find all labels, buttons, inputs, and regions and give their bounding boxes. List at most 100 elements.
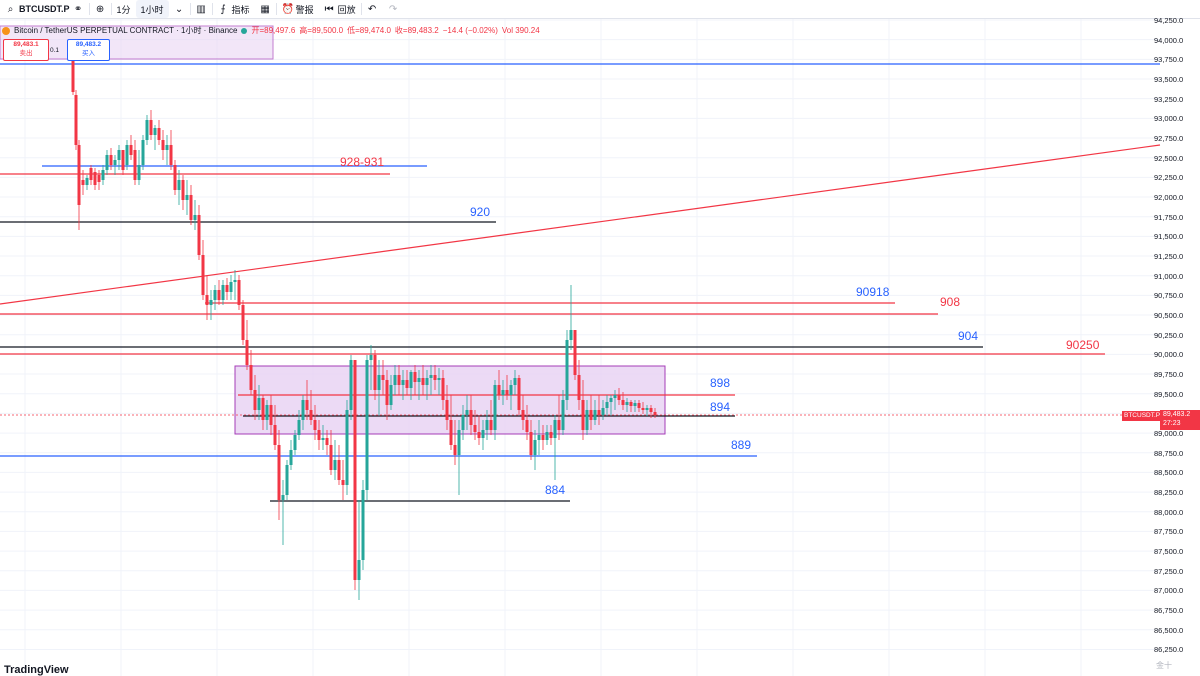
alert-label: 警报	[295, 4, 314, 15]
price-axis-label: 86,500.0	[1154, 625, 1184, 635]
candle-body	[589, 410, 593, 420]
candle-body	[533, 440, 537, 455]
divider	[189, 3, 191, 15]
candle-body	[81, 180, 85, 185]
candle-body	[117, 150, 121, 160]
symbol-search[interactable]: ⌕ BTCUSDT.P ⚭	[0, 0, 89, 18]
candle-body	[441, 378, 445, 400]
legend-open: 开=89,497.6	[251, 26, 296, 35]
candle-body	[341, 480, 345, 485]
candle-body	[365, 360, 369, 490]
indicators-button[interactable]: ⨍ 指标	[213, 0, 255, 18]
price-axis-label: 86,750.0	[1154, 606, 1184, 616]
sell-button[interactable]: 89,483.1 卖出	[3, 39, 49, 61]
price-axis-label: 92,250.0	[1154, 173, 1184, 183]
price-axis-label: 94,000.0	[1154, 35, 1184, 45]
candle-body	[229, 282, 233, 292]
candle-body	[161, 140, 165, 150]
candle-body	[253, 390, 257, 410]
chart-legend: Bitcoin / TetherUS PERPETUAL CONTRACT · …	[2, 25, 540, 36]
candle-body	[521, 410, 525, 420]
alert-button[interactable]: ⏰ 警报	[277, 0, 319, 18]
price-axis-label: 91,000.0	[1154, 271, 1184, 281]
current-symbol-tag: BTCUSDT.P	[1122, 411, 1163, 421]
price-axis-label: 87,000.0	[1154, 586, 1184, 596]
legend-title[interactable]: Bitcoin / TetherUS PERPETUAL CONTRACT · …	[14, 26, 238, 35]
replay-label: 回放	[337, 4, 356, 15]
candle-body	[345, 410, 349, 485]
legend-close: 收=89,483.2	[394, 26, 439, 35]
add-symbol-button[interactable]: ⊕	[90, 0, 111, 18]
sell-label: 卖出	[19, 50, 33, 57]
interval-dropdown[interactable]: ⌄	[169, 0, 190, 18]
price-axis-label: 90,000.0	[1154, 350, 1184, 360]
price-axis-label: 93,250.0	[1154, 94, 1184, 104]
buy-button[interactable]: 89,483.2 买入	[67, 39, 110, 61]
candle-body	[305, 400, 309, 410]
legend-change: −14.4 (−0.02%)	[442, 26, 498, 35]
symbol-logo-icon	[2, 26, 10, 35]
interval-1h-button[interactable]: 1小时	[135, 0, 169, 18]
price-axis-label: 87,250.0	[1154, 566, 1184, 576]
candle-body	[289, 450, 293, 465]
price-axis-label: 93,500.0	[1154, 75, 1184, 84]
divider	[88, 3, 90, 15]
undo-button[interactable]: ↶	[362, 0, 383, 18]
candle-body	[325, 438, 329, 445]
candle-body	[181, 180, 185, 200]
order-quantity[interactable]: 0.1	[50, 47, 60, 54]
candle-body	[197, 215, 201, 255]
price-axis-label: 88,750.0	[1154, 448, 1184, 458]
candle-body	[553, 420, 557, 438]
price-chart[interactable]: 928-931 920 90918 908 904 90250 898 894 889 884	[0, 19, 1200, 676]
redo-button[interactable]: ↷	[383, 0, 404, 18]
candle-body	[493, 385, 497, 430]
candle-body	[633, 403, 637, 406]
candle-body	[285, 465, 289, 495]
candle-body	[641, 408, 645, 410]
candles-icon: ▥	[196, 3, 206, 15]
candle-body	[561, 400, 565, 430]
candle-body	[453, 445, 457, 455]
candle-body	[105, 155, 109, 170]
candle-body	[189, 195, 193, 220]
candle-body	[301, 400, 305, 420]
level-label: 884	[545, 483, 565, 497]
candle-body	[529, 432, 533, 455]
candle-body	[205, 295, 209, 305]
price-axis-label: 87,750.0	[1154, 527, 1184, 537]
candle-body	[77, 145, 81, 205]
tradingview-logo[interactable]: TradingView	[4, 664, 69, 676]
candle-body	[309, 410, 313, 420]
compare-icon[interactable]: ⚭	[73, 3, 83, 15]
candle-body	[449, 420, 453, 445]
candle-body	[261, 398, 265, 420]
replay-button[interactable]: ⏮ 回放	[319, 0, 361, 18]
candle-body	[221, 285, 225, 300]
candle-body	[121, 150, 125, 170]
templates-button[interactable]: ▦	[255, 0, 276, 18]
search-icon: ⌕	[7, 3, 14, 15]
candle-body	[113, 160, 117, 165]
candle-body	[481, 430, 485, 438]
candle-body	[353, 360, 357, 580]
candle-body	[85, 178, 89, 185]
candle-body	[593, 410, 597, 420]
price-axis-label: 89,750.0	[1154, 370, 1184, 380]
top-toolbar: ⌕ BTCUSDT.P ⚭ ⊕ 1分 1小时 ⌄ ▥ ⨍ 指标 ▦ ⏰ 警报 ⏮…	[0, 0, 1200, 19]
interval-1m-button[interactable]: 1分	[112, 0, 136, 18]
candle-body	[393, 375, 397, 385]
level-label: 904	[958, 329, 978, 343]
candle-body	[377, 375, 381, 390]
candle-body	[185, 195, 189, 200]
candle-body	[609, 398, 613, 402]
interval-1h-label: 1小时	[140, 4, 164, 15]
price-axis-label: 92,500.0	[1154, 153, 1184, 163]
chart-type-button[interactable]: ▥	[191, 0, 212, 18]
candle-body	[645, 408, 649, 410]
candle-body	[597, 410, 601, 415]
candle-body	[465, 410, 469, 415]
divider	[360, 3, 362, 15]
candle-body	[97, 175, 101, 182]
price-axis-label: 92,000.0	[1154, 193, 1184, 203]
